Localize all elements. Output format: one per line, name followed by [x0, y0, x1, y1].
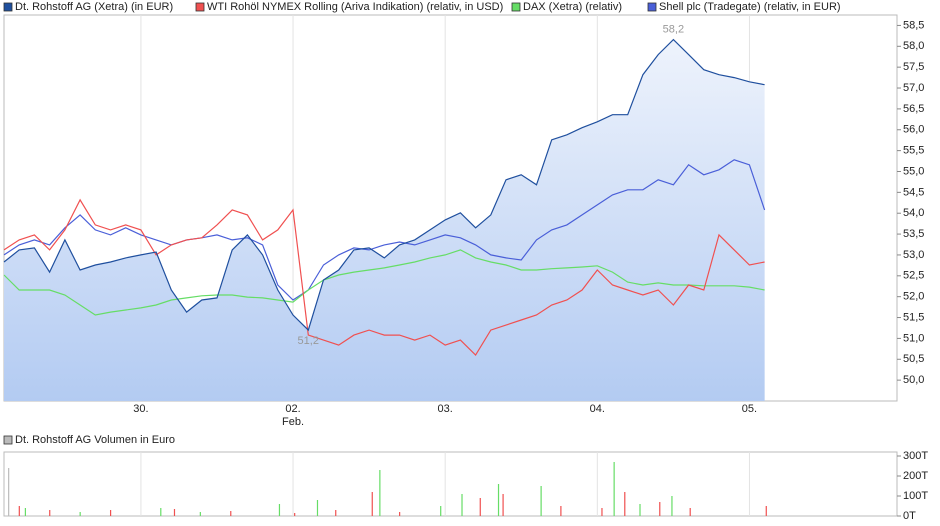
y-tick-label: 57,5	[903, 61, 924, 73]
volume-bar	[624, 492, 626, 516]
y-tick-label: 54,0	[903, 207, 924, 219]
volume-bar	[316, 500, 319, 516]
annotation: 58,2	[663, 24, 684, 36]
legend-label: Dt. Rohstoff AG (Xetra) (in EUR)	[15, 1, 173, 13]
y-tick-label: 53,0	[903, 249, 924, 261]
legend-label: Dt. Rohstoff AG Volumen in Euro	[15, 434, 175, 446]
legend-label: DAX (Xetra) (relativ)	[523, 1, 622, 13]
volume-bar	[461, 494, 463, 516]
y-tick-label: 50,0	[903, 374, 924, 386]
volume-bar	[109, 510, 112, 516]
series-line	[3, 38, 765, 332]
volume-bar	[659, 502, 661, 516]
volume-bar	[379, 470, 381, 516]
series-line	[3, 249, 765, 316]
y-tick-label: 51,5	[903, 311, 924, 323]
volume-bar	[335, 510, 337, 516]
x-tick-label: 03.	[438, 403, 453, 415]
volume-bar	[173, 509, 176, 516]
volume-bar	[765, 506, 767, 516]
y-tick-label: 300T	[903, 450, 928, 462]
volume-bar	[479, 498, 481, 516]
legend-swatch	[647, 2, 657, 12]
volume-bar	[540, 486, 542, 516]
x-tick-label: 05.	[742, 403, 757, 415]
y-tick-label: 57,0	[903, 82, 924, 94]
volume-bar	[440, 506, 442, 516]
legend-swatch	[3, 2, 13, 12]
volume-bar	[613, 462, 615, 516]
legend-label: WTI Rohöl NYMEX Rolling (Ariva Indikatio…	[207, 1, 503, 13]
volume-bar	[18, 506, 20, 516]
volume-bar	[399, 512, 401, 516]
y-tick-label: 54,5	[903, 186, 924, 198]
annotation: 51,2	[298, 335, 319, 347]
volume-bar	[497, 484, 500, 516]
volume-bar	[639, 504, 641, 516]
volume-bar	[278, 504, 281, 516]
y-tick-label: 100T	[903, 490, 928, 502]
x-tick-label: 04.	[590, 403, 605, 415]
y-tick-label: 55,5	[903, 145, 924, 157]
volume-bar	[560, 506, 562, 516]
legend-label: Shell plc (Tradegate) (relativ, in EUR)	[659, 1, 841, 13]
volume-bar	[294, 513, 296, 516]
y-tick-label: 52,0	[903, 291, 924, 303]
volume-bar	[79, 512, 81, 516]
volume-bar	[689, 508, 691, 516]
volume-bar	[601, 508, 603, 516]
y-tick-label: 200T	[903, 470, 928, 482]
y-tick-label: 51,0	[903, 332, 924, 344]
volume-bar	[671, 496, 673, 516]
volume-bar	[371, 492, 373, 516]
y-tick-label: 50,5	[903, 353, 924, 365]
legend-swatch	[195, 2, 205, 12]
volume-bar	[24, 508, 26, 516]
series-line	[3, 198, 765, 357]
y-tick-label: 58,0	[903, 40, 924, 52]
y-tick-label: 55,0	[903, 165, 924, 177]
legend-swatch	[511, 2, 521, 12]
x-tick-label: 30.	[133, 403, 148, 415]
y-tick-label: 0T	[903, 510, 916, 522]
y-tick-label: 53,5	[903, 228, 924, 240]
volume-frame	[3, 451, 898, 517]
y-tick-label: 58,5	[903, 19, 924, 31]
volume-bar	[160, 508, 162, 516]
volume-bar	[502, 494, 504, 516]
volume-bar	[230, 511, 232, 516]
y-tick-label: 52,5	[903, 270, 924, 282]
volume-bar	[199, 512, 201, 516]
area-fill	[4, 39, 765, 401]
month-label: Feb.	[282, 416, 304, 428]
x-tick-label: 02.	[285, 403, 300, 415]
volume-bar	[8, 468, 10, 516]
y-tick-label: 56,5	[903, 103, 924, 115]
y-tick-label: 56,0	[903, 124, 924, 136]
legend-swatch	[3, 435, 13, 445]
series-line	[3, 159, 766, 301]
volume-bar	[49, 510, 51, 516]
